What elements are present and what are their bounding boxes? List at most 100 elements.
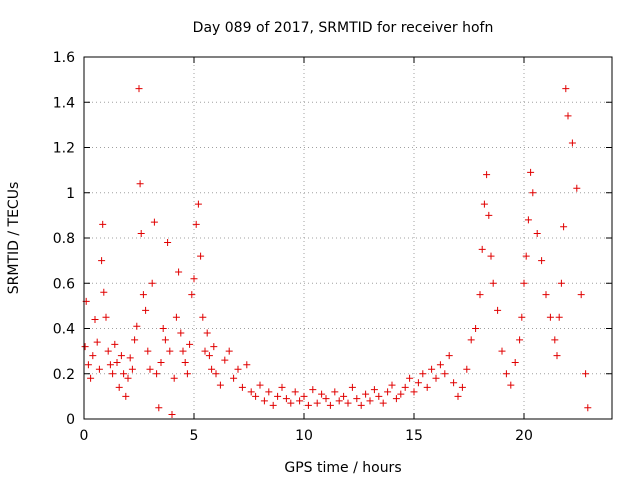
data-point [234,365,242,373]
data-point [142,306,150,314]
data-point [287,399,295,407]
data-point [238,383,246,391]
data-point [265,388,273,396]
y-tick-label: 0.6 [53,276,75,292]
data-point [553,352,561,360]
y-tick-label: 0.2 [53,367,75,383]
data-point [304,401,312,409]
data-point [562,85,570,93]
data-point [256,381,264,389]
data-point [441,370,449,378]
data-point [340,392,348,400]
data-point [203,329,211,337]
data-point [458,383,466,391]
data-point [560,223,568,231]
data-point [104,347,112,355]
data-point [190,275,198,283]
data-point [188,291,196,299]
data-point [296,397,304,405]
data-point [131,336,139,344]
data-point [183,370,191,378]
data-point [126,354,134,362]
data-point [527,168,535,176]
x-tick-label: 10 [295,428,313,444]
data-points [81,85,592,418]
data-point [577,291,585,299]
data-point [423,383,431,391]
data-point [397,390,405,398]
data-point [467,336,475,344]
data-point [137,229,145,237]
data-point [89,352,97,360]
data-point [344,399,352,407]
data-point [483,171,491,179]
data-point [507,381,515,389]
data-point [520,279,528,287]
data-point [584,404,592,412]
data-point [546,313,554,321]
data-point [472,325,480,332]
y-tick-label: 1.2 [53,141,75,157]
data-point [186,340,194,348]
data-point [445,352,453,360]
data-point [120,370,128,378]
data-point [269,401,277,409]
data-point [199,313,207,321]
data-point [99,220,107,228]
data-point [159,325,167,332]
data-point [136,180,144,188]
data-point [436,361,444,369]
data-point [247,388,255,396]
plot-frame [83,56,613,420]
data-point [216,381,224,389]
data-point [146,365,154,373]
data-point [335,397,343,405]
data-point [117,352,125,360]
data-point [124,374,132,382]
data-point [115,383,123,391]
data-point [155,404,163,412]
data-point [168,410,176,418]
data-point [197,252,205,260]
data-point [454,392,462,400]
data-point [252,392,260,400]
data-point [498,347,506,355]
y-axis-label: SRMTID / TECUs [6,182,22,295]
data-point [568,139,576,147]
data-point [135,85,143,93]
data-point [100,288,108,296]
data-point [518,313,526,321]
data-point [494,306,502,314]
data-point [533,229,541,237]
data-point [81,343,89,351]
data-point [384,388,392,396]
data-point [113,358,121,366]
data-point [93,338,101,346]
data-point [414,379,422,387]
data-point [282,395,290,403]
data-point [208,365,216,373]
data-point [410,388,418,396]
data-point [164,239,172,247]
data-point [148,279,156,287]
data-point [392,395,400,403]
data-point [170,374,178,382]
data-point [432,374,440,382]
data-point [84,361,92,369]
data-point [161,336,169,344]
data-point [225,347,233,355]
data-point [557,279,565,287]
data-point [210,343,218,351]
data-point [243,361,251,369]
data-point [150,218,158,226]
data-point [91,315,99,323]
data-point [538,257,546,265]
data-point [128,365,136,373]
data-point [450,379,458,387]
data-point [463,365,471,373]
data-point [122,392,130,400]
data-point [419,370,427,378]
data-point [221,356,229,364]
data-point [157,358,165,366]
